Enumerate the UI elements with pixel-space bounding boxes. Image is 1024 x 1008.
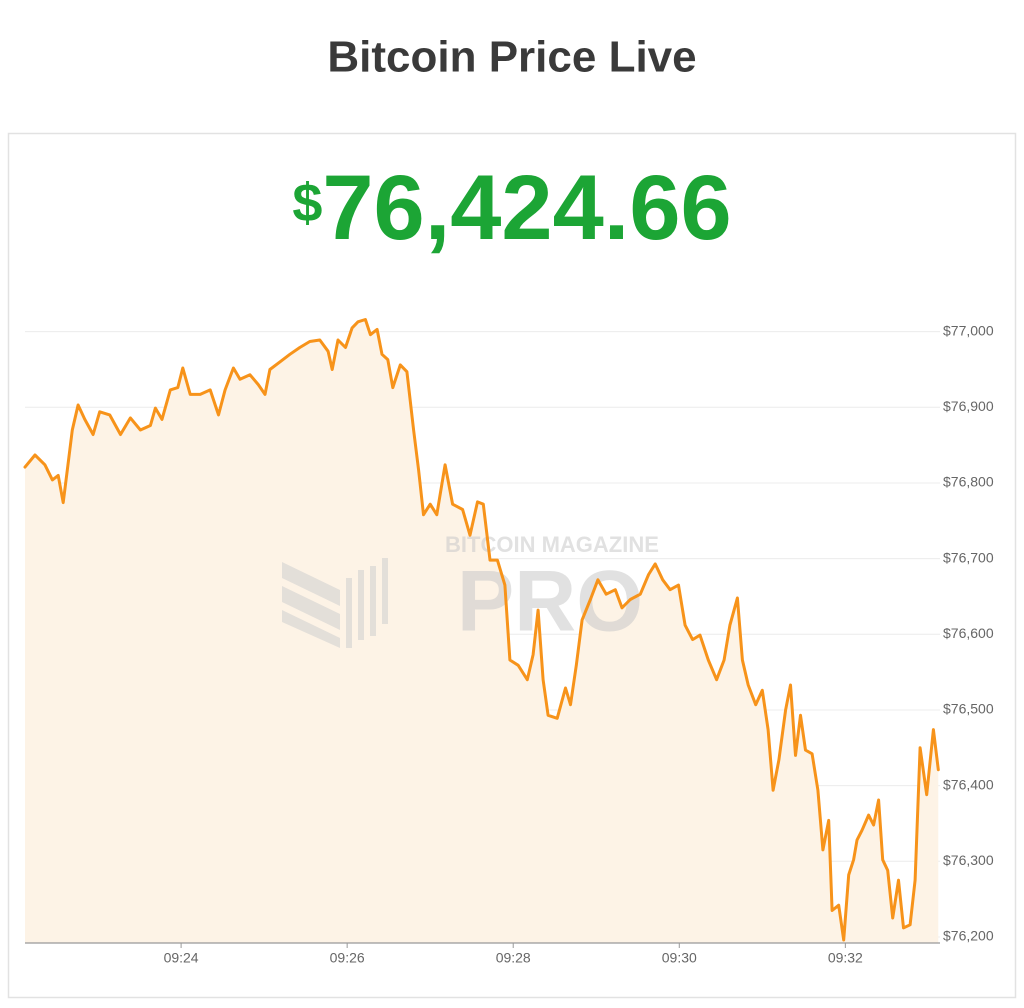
watermark-brand: BITCOIN MAGAZINE — [445, 532, 659, 557]
watermark: BITCOIN MAGAZINE PRO — [282, 532, 659, 650]
y-tick-label: $76,700 — [943, 549, 994, 565]
y-tick-label: $76,500 — [943, 701, 994, 717]
y-tick-label: $76,400 — [943, 776, 994, 792]
x-tick-label: 09:30 — [662, 950, 697, 966]
x-tick-label: 09:32 — [828, 950, 863, 966]
x-tick-label: 09:24 — [164, 950, 199, 966]
y-tick-label: $76,200 — [943, 928, 994, 944]
watermark-pro: PRO — [457, 554, 643, 650]
y-tick-label: $76,300 — [943, 852, 994, 868]
price-line — [23, 318, 940, 942]
currency-sign: $ — [292, 173, 322, 233]
page-title: Bitcoin Price Live — [327, 33, 696, 82]
x-tick-label: 09:28 — [496, 950, 531, 966]
x-tick-label: 09:26 — [330, 950, 365, 966]
price-value: 76,424.66 — [322, 157, 731, 259]
y-tick-label: $76,800 — [943, 474, 994, 490]
price: $76,424.66 — [292, 157, 731, 259]
line-layer: 09:24 09:26 09:28 09:30 09:32 — [23, 318, 940, 966]
y-tick-label: $76,600 — [943, 625, 994, 641]
y-tick-label: $77,000 — [943, 322, 994, 338]
y-tick-label: $76,900 — [943, 398, 994, 414]
plot: $76,200 $76,300 $76,400 $76,500 $76,600 $76,7… — [25, 319, 994, 944]
watermark-icon — [282, 558, 388, 648]
price-area — [25, 319, 939, 943]
